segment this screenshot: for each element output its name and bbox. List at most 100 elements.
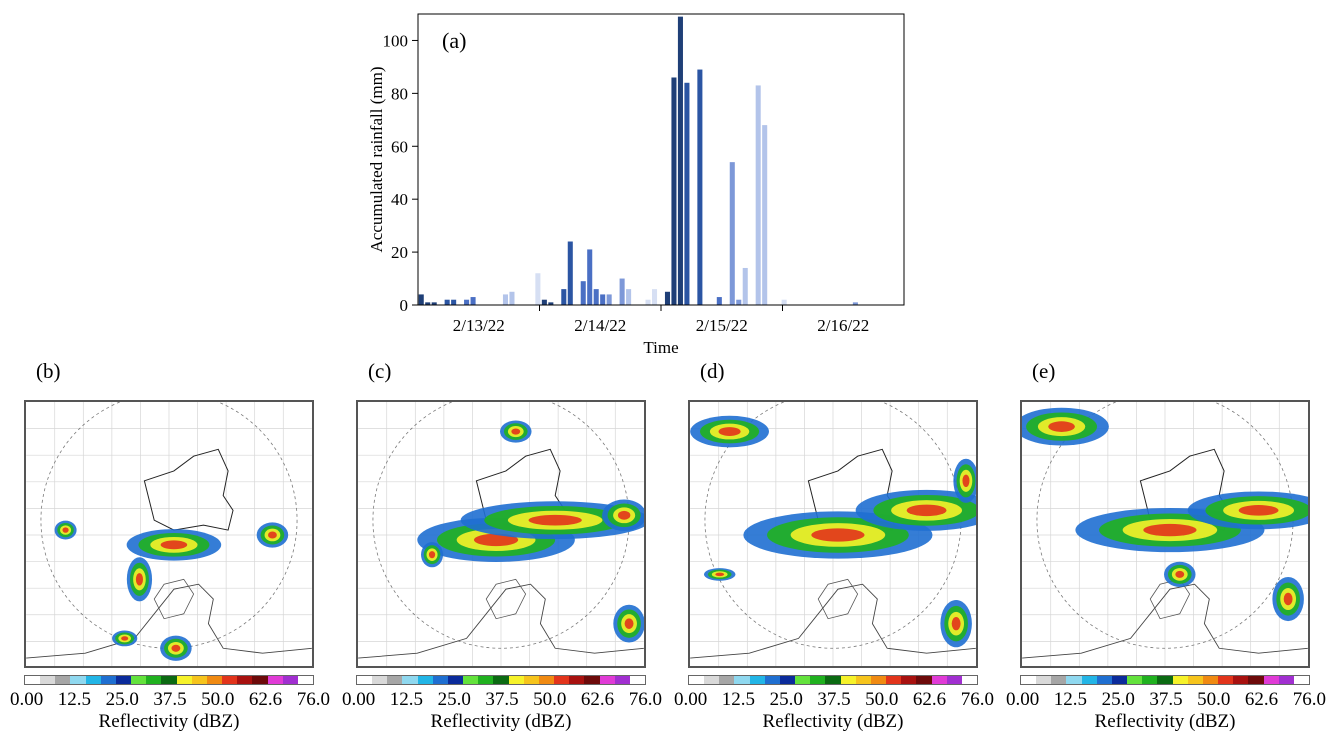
colorbar-tick: 37.5 bbox=[817, 689, 851, 710]
y-tick-label: 40 bbox=[391, 190, 408, 209]
basin-outline bbox=[143, 448, 234, 531]
island-outline bbox=[485, 578, 527, 620]
echo-cell bbox=[1175, 570, 1185, 578]
colorbar-segment bbox=[1127, 676, 1143, 684]
echo-cell bbox=[268, 531, 277, 539]
colorbar-segment bbox=[901, 676, 917, 684]
bar bbox=[651, 289, 658, 305]
colorbar-segment bbox=[779, 676, 796, 684]
colorbar-segment bbox=[1066, 676, 1082, 684]
colorbar-segment bbox=[1096, 676, 1112, 684]
bar bbox=[677, 16, 683, 306]
echo-cell bbox=[906, 504, 947, 517]
colorbar-tick: 25.0 bbox=[437, 689, 471, 710]
colorbar-segment bbox=[447, 676, 464, 684]
colorbar-segment bbox=[538, 676, 555, 684]
colorbar-segment bbox=[463, 676, 479, 684]
colorbar-segment bbox=[267, 676, 283, 684]
radar-map-svg bbox=[1022, 402, 1308, 666]
colorbar-segment bbox=[493, 676, 509, 684]
colorbar-segment bbox=[115, 676, 132, 684]
coastline bbox=[690, 583, 976, 659]
panel-label: (b) bbox=[36, 359, 61, 383]
colorbar-segment bbox=[237, 676, 253, 684]
bar bbox=[755, 85, 761, 305]
colorbar-tick: 12.5 bbox=[721, 689, 756, 710]
colorbar-segment bbox=[734, 676, 750, 684]
bar bbox=[619, 278, 625, 305]
bar bbox=[762, 125, 768, 305]
echo-cell bbox=[121, 636, 129, 641]
colorbar-tick: 0.00 bbox=[1006, 689, 1040, 710]
colorbar-segment bbox=[478, 676, 494, 684]
colorbar-segment bbox=[629, 676, 645, 684]
radar-panel-e: (e) 0.00 12.5 25.0 37.5 50.0 62.6 76.0 R… bbox=[1006, 355, 1330, 741]
colorbar-segment bbox=[719, 676, 735, 684]
colorbar-segment bbox=[1293, 676, 1309, 684]
colorbar-segment bbox=[855, 676, 871, 684]
x-tick-label: 2/16/22 bbox=[817, 316, 869, 335]
bar bbox=[626, 289, 632, 305]
echo-cell bbox=[718, 427, 741, 436]
island-outline bbox=[1149, 578, 1191, 620]
bar bbox=[606, 294, 612, 305]
colorbar-segment bbox=[508, 676, 524, 684]
colorbar-segment bbox=[931, 676, 947, 684]
panel-label: (e) bbox=[1032, 359, 1056, 383]
x-tick-label: 2/13/22 bbox=[453, 316, 505, 335]
echo-cell bbox=[511, 428, 521, 435]
y-tick-label: 60 bbox=[391, 137, 408, 156]
colorbar-segment bbox=[704, 676, 720, 684]
colorbar-segment bbox=[599, 676, 615, 684]
colorbar-tick: 76.0 bbox=[296, 689, 330, 710]
colorbar-segment bbox=[1278, 676, 1294, 684]
colorbar-segment bbox=[1081, 676, 1097, 684]
x-tick-label: 2/15/22 bbox=[696, 316, 748, 335]
colorbar-segment bbox=[1202, 676, 1219, 684]
echo-cell bbox=[428, 551, 436, 559]
colorbar-title: Reflectivity (dBZ) bbox=[762, 711, 904, 732]
colorbar-tick: 0.00 bbox=[674, 689, 708, 710]
colorbar-tick: 12.5 bbox=[57, 689, 92, 710]
colorbar-tick: 0.00 bbox=[10, 689, 44, 710]
colorbar-segment bbox=[569, 676, 585, 684]
colorbar-segment bbox=[886, 676, 902, 684]
y-axis-label: Accumulated rainfall (mm) bbox=[367, 67, 386, 253]
reflectivity-colorbar bbox=[688, 675, 978, 685]
colorbar-tick: 76.0 bbox=[628, 689, 662, 710]
colorbar-segment bbox=[55, 676, 71, 684]
colorbar-segment bbox=[870, 676, 887, 684]
echo-cell bbox=[135, 573, 143, 586]
bar bbox=[502, 294, 509, 305]
colorbar-segment bbox=[100, 676, 116, 684]
bar bbox=[852, 302, 858, 305]
colorbar-tick: 62.6 bbox=[912, 689, 947, 710]
echo-cell bbox=[624, 618, 634, 629]
reflectivity-colorbar bbox=[1020, 675, 1310, 685]
colorbar-tick: 0.00 bbox=[342, 689, 376, 710]
colorbar-segment bbox=[191, 676, 207, 684]
colorbar-segment bbox=[357, 676, 373, 684]
echo-cell bbox=[617, 510, 631, 520]
coastline bbox=[1022, 583, 1308, 659]
coastline bbox=[358, 583, 644, 659]
radar-map bbox=[688, 400, 978, 668]
echo-cell bbox=[160, 540, 188, 550]
bar bbox=[464, 299, 470, 305]
colorbar-tick: 37.5 bbox=[153, 689, 187, 710]
colorbar-tick: 37.5 bbox=[1149, 689, 1183, 710]
colorbar-ticks: 0.00 12.5 25.0 37.5 50.0 62.6 76.0 bbox=[342, 689, 662, 711]
rainfall-bar-chart: 0 20 40 60 80 100 2/13/22 2/14/22 2/15/22 2/16/22… bbox=[367, 13, 905, 355]
x-axis-label: Time bbox=[643, 338, 678, 355]
colorbar-tick: 25.0 bbox=[769, 689, 803, 710]
colorbar-segment bbox=[840, 676, 856, 684]
echo-cell bbox=[171, 644, 181, 652]
bar bbox=[716, 297, 722, 305]
bar bbox=[736, 299, 742, 305]
colorbar-segment bbox=[764, 676, 780, 684]
colorbar-tick: 12.5 bbox=[1053, 689, 1088, 710]
echo-cell bbox=[1283, 592, 1293, 606]
colorbar-segment bbox=[297, 676, 313, 684]
colorbar-segment bbox=[961, 676, 977, 684]
bar bbox=[664, 291, 671, 305]
